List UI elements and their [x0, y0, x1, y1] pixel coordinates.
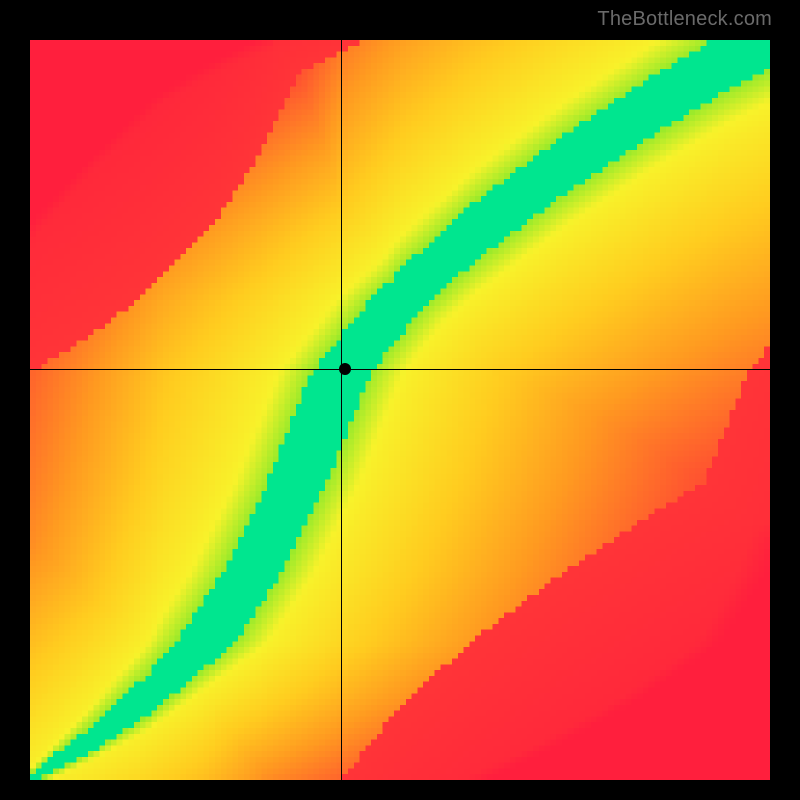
heatmap-canvas [30, 40, 770, 780]
watermark-text: TheBottleneck.com [597, 8, 772, 31]
heatmap-plot [30, 40, 770, 780]
